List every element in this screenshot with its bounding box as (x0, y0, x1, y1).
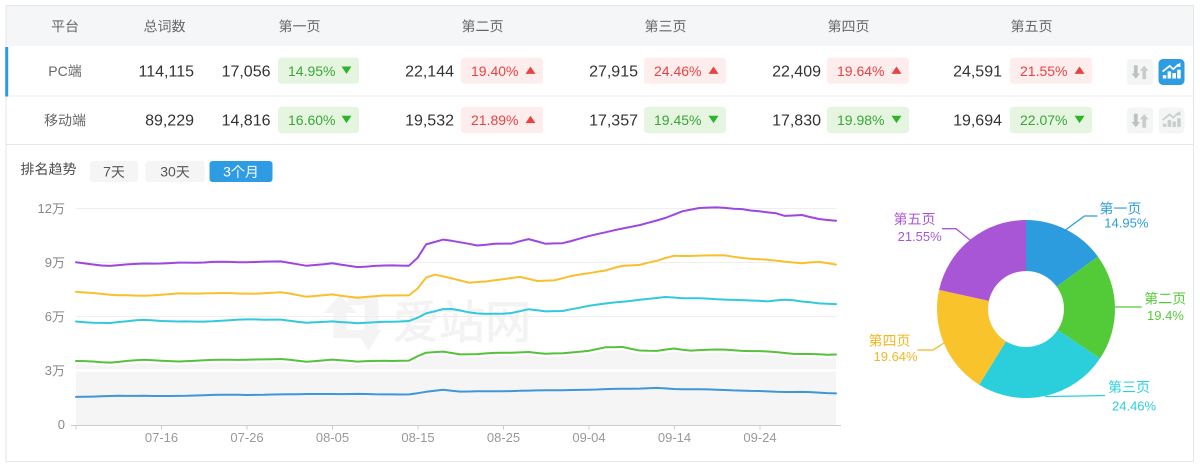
svg-text:08-05: 08-05 (316, 430, 349, 445)
svg-text:3: 3 (223, 164, 231, 180)
svg-text:27,915: 27,915 (589, 63, 638, 80)
svg-text:24.46%: 24.46% (1112, 399, 1157, 414)
svg-text:19,694: 19,694 (953, 113, 1002, 130)
svg-text:9: 9 (45, 255, 52, 270)
svg-text:09-14: 09-14 (658, 430, 691, 445)
svg-text:7: 7 (103, 164, 111, 180)
svg-text:0: 0 (58, 417, 65, 432)
svg-text:07-26: 07-26 (230, 430, 263, 445)
svg-text:6: 6 (45, 309, 52, 324)
svg-text:19,532: 19,532 (405, 113, 454, 130)
svg-text:19.45%: 19.45% (654, 112, 701, 128)
svg-text:17,357: 17,357 (589, 113, 638, 130)
svg-text:07-16: 07-16 (145, 430, 178, 445)
svg-text:22,409: 22,409 (772, 63, 821, 80)
svg-text:24.46%: 24.46% (654, 63, 701, 79)
svg-text:21.55%: 21.55% (898, 229, 943, 244)
svg-text:08-25: 08-25 (487, 430, 520, 445)
svg-text:19.64%: 19.64% (837, 63, 884, 79)
svg-text:21.89%: 21.89% (471, 112, 518, 128)
svg-text:14,816: 14,816 (222, 113, 271, 130)
svg-text:12: 12 (38, 201, 52, 216)
svg-text:09-24: 09-24 (743, 430, 776, 445)
svg-text:16.60%: 16.60% (288, 112, 335, 128)
svg-text:14.95%: 14.95% (1104, 216, 1149, 231)
svg-text:19.4%: 19.4% (1147, 308, 1184, 323)
svg-text:89,229: 89,229 (145, 113, 194, 130)
svg-text:17,830: 17,830 (772, 113, 821, 130)
svg-text:19.64%: 19.64% (874, 349, 919, 364)
svg-text:22.07%: 22.07% (1020, 112, 1067, 128)
svg-text:PC: PC (48, 63, 67, 79)
svg-text:19.40%: 19.40% (471, 63, 518, 79)
svg-text:3: 3 (45, 363, 52, 378)
svg-text:14.95%: 14.95% (288, 63, 335, 79)
svg-text:08-15: 08-15 (401, 430, 434, 445)
svg-text:17,056: 17,056 (222, 63, 271, 80)
svg-text:30: 30 (160, 164, 176, 180)
svg-text:24,591: 24,591 (953, 63, 1002, 80)
svg-text:09-04: 09-04 (572, 430, 605, 445)
svg-text:22,144: 22,144 (405, 63, 454, 80)
svg-text:19.98%: 19.98% (837, 112, 884, 128)
svg-text:21.55%: 21.55% (1020, 63, 1067, 79)
svg-text:114,115: 114,115 (139, 63, 195, 80)
